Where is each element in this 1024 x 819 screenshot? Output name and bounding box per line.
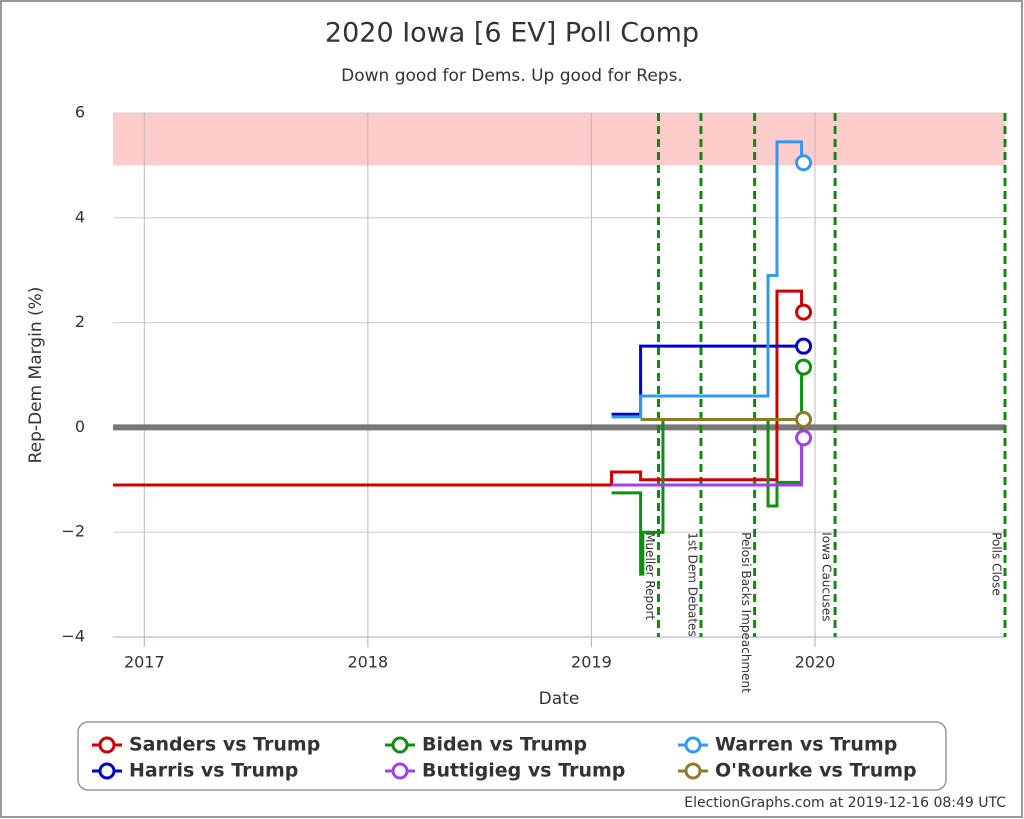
- legend-label: Buttigieg vs Trump: [422, 760, 625, 782]
- series-end-marker: [795, 358, 813, 376]
- series-end-marker: [795, 337, 813, 355]
- y-tick-label: −4: [61, 627, 85, 646]
- x-tick-label: 2018: [347, 653, 388, 672]
- legend-swatch: [98, 736, 116, 754]
- chart-title: 2020 Iowa [6 EV] Poll Comp: [325, 18, 699, 49]
- legend-swatch: [684, 736, 702, 754]
- series-end-marker: [795, 429, 813, 447]
- legend-label: O'Rourke vs Trump: [715, 760, 917, 782]
- legend-swatch: [391, 736, 409, 754]
- y-tick-label: 6: [75, 103, 85, 122]
- x-tick-label: 2019: [571, 653, 612, 672]
- legend-label: Biden vs Trump: [422, 734, 587, 756]
- legend-swatch: [98, 762, 116, 780]
- x-tick-label: 2017: [124, 653, 165, 672]
- x-axis-label: Date: [539, 689, 580, 709]
- y-axis-label: Rep-Dem Margin (%): [26, 287, 46, 464]
- event-label: Pelosi Backs Impeachment: [739, 532, 753, 693]
- y-tick-label: 0: [75, 417, 85, 436]
- series-line: [113, 289, 804, 487]
- legend-swatch: [684, 762, 702, 780]
- shaded-band: [113, 113, 1005, 166]
- legend-label: Sanders vs Trump: [129, 734, 320, 756]
- x-tick-label: 2020: [795, 653, 836, 672]
- series-end-marker: [795, 154, 813, 172]
- y-tick-label: 4: [75, 207, 85, 226]
- y-tick-label: 2: [75, 312, 85, 331]
- legend-label: Warren vs Trump: [715, 734, 897, 756]
- series-line: [611, 344, 802, 416]
- series-line: [611, 437, 804, 487]
- legend-box: [77, 721, 947, 791]
- event-label: Polls Close: [990, 532, 1004, 596]
- legend-label: Harris vs Trump: [129, 760, 298, 782]
- y-tick-label: −2: [61, 522, 85, 541]
- event-label: Iowa Caucuses: [820, 532, 834, 621]
- legend-swatch: [391, 762, 409, 780]
- series-end-marker: [795, 411, 813, 429]
- event-label: 1st Dem Debates: [685, 532, 699, 636]
- chart-subtitle: Down good for Dems. Up good for Reps.: [341, 66, 683, 86]
- series-line: [611, 140, 804, 419]
- footer: ElectionGraphs.com at 2019-12-16 08:49 U…: [684, 795, 1006, 811]
- series-end-marker: [795, 303, 813, 321]
- event-label: Mueller Report: [643, 532, 657, 620]
